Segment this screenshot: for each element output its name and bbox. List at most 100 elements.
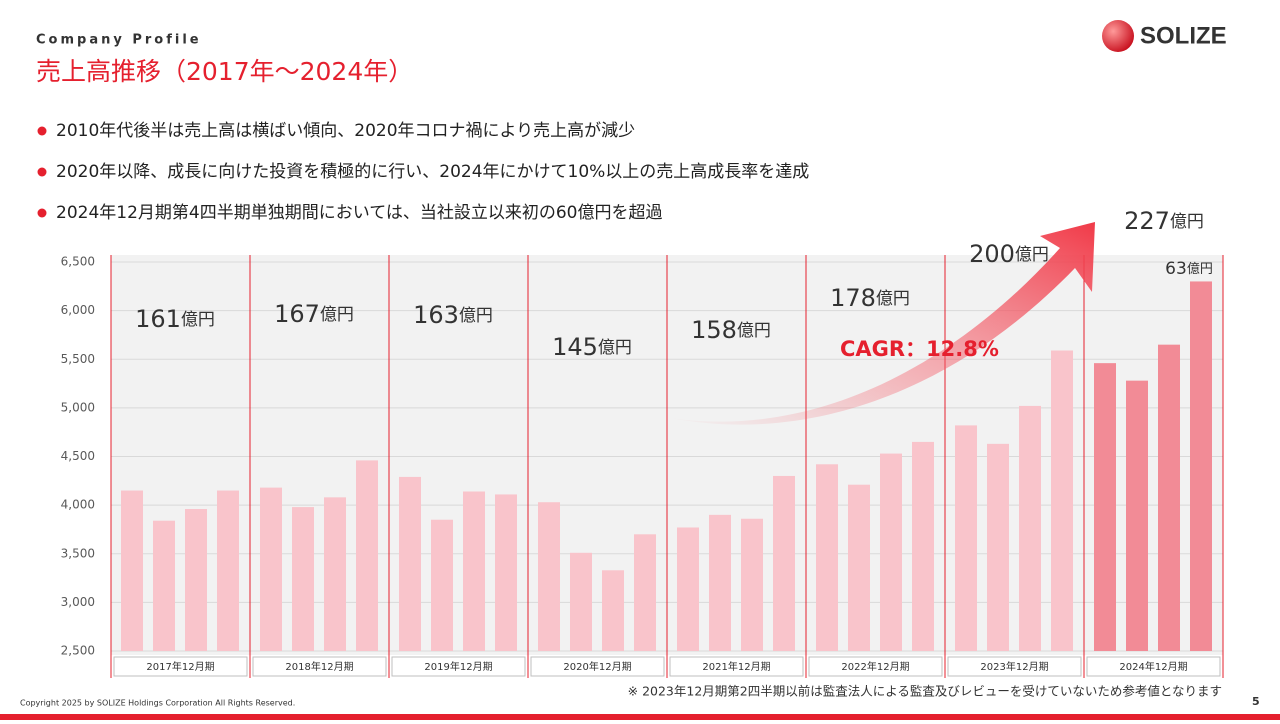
- annual-total-value: 227: [1124, 207, 1170, 235]
- bullets: 2010年代後半は売上高は横ばい傾向、2020年コロナ禍により売上高が減少 202…: [37, 121, 809, 223]
- logo-mark: [1102, 20, 1134, 52]
- bar: [399, 476, 421, 651]
- bar: [185, 509, 207, 651]
- bar: [955, 425, 977, 651]
- y-tick-label: 3,000: [61, 595, 95, 609]
- slide-title: 売上高推移（2017年～2024年）: [36, 57, 413, 86]
- quarter-label-unit: 億円: [1187, 261, 1213, 277]
- y-tick-label: 5,000: [61, 400, 95, 414]
- annual-total-unit: 億円: [459, 306, 493, 326]
- annual-total-value: 158: [691, 316, 737, 344]
- bottom-bar: [0, 714, 1280, 720]
- x-tick-label: 2024年12月期: [1119, 660, 1187, 673]
- x-label-box: [113, 656, 248, 677]
- x-tick-label: 2017年12月期: [146, 660, 214, 673]
- bar: [912, 441, 934, 651]
- x-tick-label: 2022年12月期: [841, 660, 909, 673]
- annual-total-value: 161: [135, 305, 181, 333]
- annual-total-value: 200: [969, 240, 1015, 268]
- copyright: Copyright 2025 by SOLIZE Holdings Corpor…: [20, 699, 295, 708]
- y-tick-label: 4,500: [61, 449, 95, 463]
- y-tick-label: 6,500: [61, 255, 95, 269]
- bullet-text: 2020年以降、成長に向けた投資を積極的に行い、2024年にかけて10%以上の売…: [56, 162, 809, 182]
- y-tick-label: 6,000: [61, 303, 95, 317]
- bar: [634, 534, 656, 651]
- bar: [538, 502, 560, 651]
- annual-total-unit: 億円: [181, 310, 215, 330]
- bar: [1158, 344, 1180, 651]
- x-label-box: [808, 656, 943, 677]
- annual-total-unit: 億円: [1170, 212, 1204, 232]
- logo: SOLIZE: [1140, 22, 1227, 49]
- x-label-box: [1086, 656, 1221, 677]
- annual-total-value: 178: [830, 284, 876, 312]
- annual-total-value: 163: [413, 301, 459, 329]
- x-label-box: [947, 656, 1082, 677]
- annual-total: 161億円: [135, 305, 215, 333]
- bar: [1190, 281, 1212, 651]
- bar: [570, 552, 592, 651]
- chart: 2,500 3,000 3,500 4,000 4,500 5,000 5,500 6,000…: [61, 207, 1224, 678]
- section-label: Company Profile: [36, 33, 202, 48]
- bar: [848, 484, 870, 651]
- annual-total: 178億円: [830, 284, 910, 312]
- bar: [463, 491, 485, 651]
- bar: [1094, 363, 1116, 651]
- bar: [987, 443, 1009, 651]
- bar: [292, 507, 314, 651]
- bullet-dot: [37, 208, 47, 218]
- annual-total-unit: 億円: [598, 338, 632, 358]
- bar: [217, 490, 239, 651]
- growth-arrow: [670, 222, 1095, 425]
- bar: [880, 453, 902, 651]
- y-tick-label: 4,000: [61, 498, 95, 512]
- x-tick-label: 2018年12月期: [285, 660, 353, 673]
- footnote: ※ 2023年12月期第2四半期以前は監査法人による監査及びレビューを受けていな…: [628, 684, 1222, 699]
- annual-total: 163億円: [413, 301, 493, 329]
- bar: [773, 475, 795, 651]
- bar: [260, 487, 282, 651]
- bar: [356, 460, 378, 651]
- bar: [741, 518, 763, 651]
- cagr-label: CAGR：12.8%: [840, 337, 999, 361]
- quarter-label: 63億円: [1165, 259, 1213, 279]
- bullet-dot: [37, 126, 47, 136]
- x-label-box: [669, 656, 804, 677]
- bar: [153, 520, 175, 651]
- x-tick-label: 2020年12月期: [563, 660, 631, 673]
- bullet-text: 2024年12月期第4四半期単独期間においては、当社設立以来初の60億円を超過: [56, 203, 663, 223]
- quarter-label-value: 63: [1165, 259, 1187, 279]
- annual-total-value: 167: [274, 300, 320, 328]
- bar: [431, 519, 453, 651]
- y-tick-label: 3,500: [61, 546, 95, 560]
- y-tick-label: 5,500: [61, 352, 95, 366]
- x-tick-label: 2023年12月期: [980, 660, 1048, 673]
- x-label-box: [252, 656, 387, 677]
- annual-total-unit: 億円: [737, 321, 771, 341]
- bar: [324, 497, 346, 651]
- annual-total: 145億円: [552, 333, 632, 361]
- bar: [709, 514, 731, 651]
- annual-total: 200億円: [969, 240, 1049, 268]
- annual-total-unit: 億円: [1015, 245, 1049, 265]
- bar: [495, 494, 517, 651]
- x-tick-label: 2021年12月期: [702, 660, 770, 673]
- bar: [816, 464, 838, 651]
- bullet-dot: [37, 167, 47, 177]
- annual-total-value: 145: [552, 333, 598, 361]
- annual-total: 167億円: [274, 300, 354, 328]
- x-label-box: [530, 656, 665, 677]
- bar: [1019, 405, 1041, 651]
- bar: [677, 527, 699, 651]
- annual-total-unit: 億円: [876, 289, 910, 309]
- page-number: 5: [1252, 695, 1260, 708]
- x-tick-label: 2019年12月期: [424, 660, 492, 673]
- bar: [1051, 350, 1073, 651]
- annual-total: 158億円: [691, 316, 771, 344]
- bar: [1126, 380, 1148, 651]
- bar: [602, 570, 624, 651]
- bar: [121, 490, 143, 651]
- annual-total: 227億円: [1124, 207, 1204, 235]
- x-label-box: [391, 656, 526, 677]
